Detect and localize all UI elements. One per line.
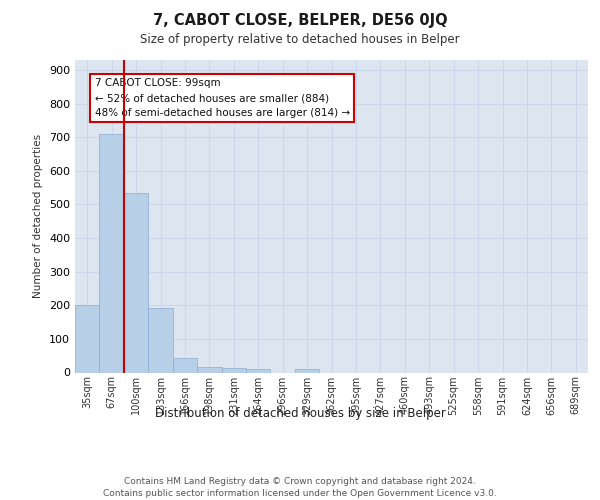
Bar [246, 369, 271, 372]
Bar [100, 134, 124, 372]
Y-axis label: Number of detached properties: Number of detached properties [34, 134, 43, 298]
Text: Distribution of detached houses by size in Belper: Distribution of detached houses by size … [155, 408, 445, 420]
Text: 7 CABOT CLOSE: 99sqm
← 52% of detached houses are smaller (884)
48% of semi-deta: 7 CABOT CLOSE: 99sqm ← 52% of detached h… [95, 78, 350, 118]
Bar [221, 368, 246, 372]
Bar [148, 308, 173, 372]
Bar [197, 367, 221, 372]
Text: Contains public sector information licensed under the Open Government Licence v3: Contains public sector information licen… [103, 489, 497, 498]
Bar [124, 192, 148, 372]
Bar [295, 369, 319, 372]
Text: Size of property relative to detached houses in Belper: Size of property relative to detached ho… [140, 32, 460, 46]
Bar [173, 358, 197, 372]
Text: Contains HM Land Registry data © Crown copyright and database right 2024.: Contains HM Land Registry data © Crown c… [124, 478, 476, 486]
Text: 7, CABOT CLOSE, BELPER, DE56 0JQ: 7, CABOT CLOSE, BELPER, DE56 0JQ [152, 12, 448, 28]
Bar [75, 306, 100, 372]
